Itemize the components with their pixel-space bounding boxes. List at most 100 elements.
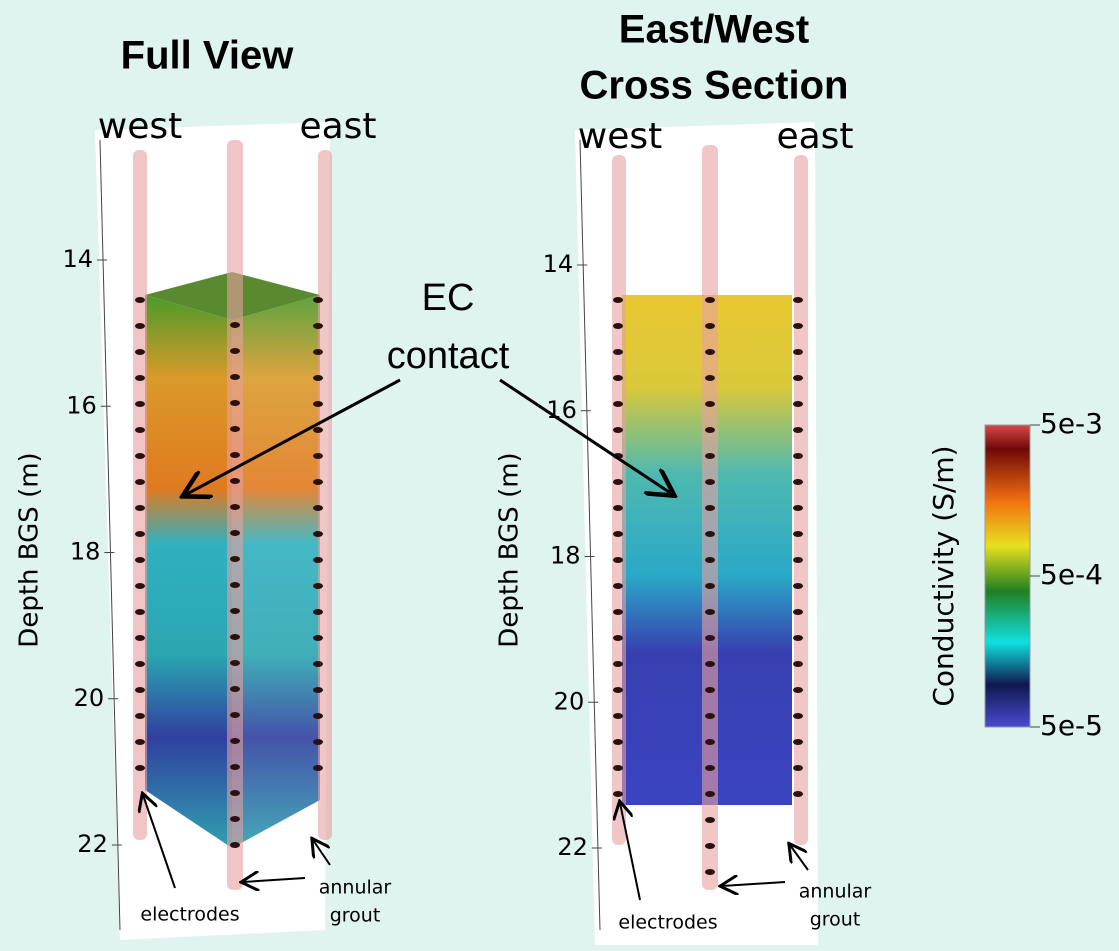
electrode	[230, 660, 240, 666]
electrode	[793, 323, 803, 329]
electrode	[313, 297, 323, 303]
electrode	[705, 479, 715, 485]
electrode	[705, 375, 715, 381]
electrode	[230, 842, 240, 848]
electrode	[135, 453, 145, 459]
colorbar-tick-label: 5e-3	[1040, 407, 1103, 440]
electrode	[705, 869, 715, 875]
electrode	[705, 505, 715, 511]
electrode	[613, 427, 623, 433]
west-label: west	[578, 116, 662, 157]
electrode	[135, 349, 145, 355]
electrode	[793, 739, 803, 745]
electrode	[313, 713, 323, 719]
figure: Full ViewwesteastDepth BGS (m)1416182022…	[0, 0, 1119, 951]
electrode	[613, 687, 623, 693]
electrode	[313, 505, 323, 511]
electrode	[230, 530, 240, 536]
electrode	[613, 713, 623, 719]
electrode	[230, 348, 240, 354]
electrode	[705, 349, 715, 355]
right-face	[232, 295, 320, 848]
grout-label: annular	[319, 877, 392, 899]
electrode	[793, 375, 803, 381]
electrode	[705, 661, 715, 667]
electrode	[613, 765, 623, 771]
electrode	[135, 687, 145, 693]
electrode	[793, 557, 803, 563]
grout-label: grout	[810, 909, 861, 931]
electrode	[705, 531, 715, 537]
electrode	[230, 400, 240, 406]
electrode	[705, 609, 715, 615]
electrode	[135, 401, 145, 407]
electrode	[613, 661, 623, 667]
electrode	[135, 505, 145, 511]
y-tick-label: 18	[550, 542, 581, 570]
electrode	[793, 583, 803, 589]
electrode	[793, 609, 803, 615]
panel-title: East/West	[619, 8, 809, 52]
electrode	[793, 687, 803, 693]
electrode	[613, 609, 623, 615]
electrode	[613, 375, 623, 381]
electrode	[613, 557, 623, 563]
electrode	[230, 322, 240, 328]
electrode	[705, 687, 715, 693]
electrode	[793, 427, 803, 433]
electrode	[613, 349, 623, 355]
y-tick-label: 14	[62, 245, 93, 273]
electrode	[313, 609, 323, 615]
electrodes-label: electrodes	[618, 912, 717, 934]
annotation: contact	[387, 335, 510, 377]
electrode	[230, 582, 240, 588]
electrode	[793, 765, 803, 771]
electrode	[793, 349, 803, 355]
electrode	[230, 374, 240, 380]
electrode	[230, 712, 240, 718]
electrode	[313, 349, 323, 355]
electrode	[705, 453, 715, 459]
electrode	[613, 323, 623, 329]
y-tick-label: 22	[77, 830, 108, 858]
grout-label: annular	[799, 881, 872, 903]
electrode	[613, 739, 623, 745]
electrode	[313, 479, 323, 485]
electrode	[793, 661, 803, 667]
electrode	[135, 609, 145, 615]
axis-label: Depth BGS (m)	[15, 452, 45, 647]
electrode	[230, 634, 240, 640]
electrode	[313, 323, 323, 329]
electrode	[230, 478, 240, 484]
electrode	[793, 505, 803, 511]
electrode	[230, 426, 240, 432]
electrode	[793, 453, 803, 459]
annotation: EC	[422, 277, 475, 319]
y-tick-label: 22	[557, 833, 588, 861]
electrode	[613, 531, 623, 537]
electrode	[613, 505, 623, 511]
electrode	[313, 765, 323, 771]
electrode	[705, 817, 715, 823]
electrode	[793, 791, 803, 797]
y-tick-label: 18	[70, 538, 101, 566]
electrode	[135, 531, 145, 537]
electrode	[135, 661, 145, 667]
colorbar	[985, 425, 1030, 727]
electrode	[313, 635, 323, 641]
electrode	[793, 297, 803, 303]
electrode	[705, 843, 715, 849]
electrode	[705, 635, 715, 641]
electrode	[613, 635, 623, 641]
colorbar-tick-label: 5e-5	[1040, 709, 1103, 742]
panel-title: Cross Section	[580, 64, 849, 108]
electrode	[313, 557, 323, 563]
electrode	[230, 790, 240, 796]
electrode	[793, 635, 803, 641]
electrode	[705, 765, 715, 771]
y-tick-label: 14	[543, 250, 574, 278]
west-label: west	[98, 106, 182, 147]
electrode	[793, 531, 803, 537]
electrode	[705, 427, 715, 433]
electrode	[230, 816, 240, 822]
